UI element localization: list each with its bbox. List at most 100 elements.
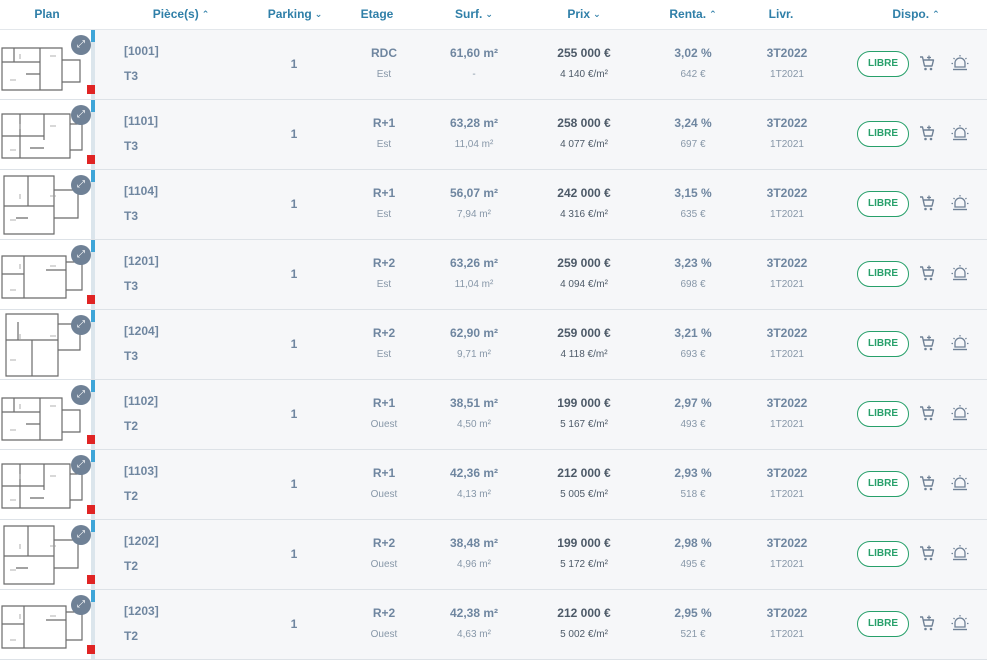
lot-prix-m2: 4 077 €/m² — [560, 139, 608, 150]
lot-parking: 1 — [290, 407, 298, 421]
cart-icon[interactable] — [917, 613, 937, 633]
expand-icon[interactable]: ⤢ — [71, 105, 91, 125]
expand-icon[interactable]: ⤢ — [71, 315, 91, 335]
cart-icon[interactable] — [917, 263, 937, 283]
floor-plan-thumbnail[interactable]: ⤢ — [0, 450, 95, 519]
cart-icon[interactable] — [917, 473, 937, 493]
header-surf-sort[interactable]: Surf. ⌄ — [450, 0, 498, 29]
lot-loyer: 697 € — [680, 139, 706, 150]
table-row[interactable]: ⤢ [1103] T2 1 R+1 Ouest 42,36 m² 4,13 m²… — [0, 450, 987, 520]
lot-reference[interactable]: [1202] — [124, 534, 159, 548]
header-renta-sort[interactable]: Renta. ⌃ — [664, 0, 722, 29]
alarm-icon[interactable] — [950, 613, 970, 633]
lot-surface-ext: 4,63 m² — [457, 629, 491, 640]
header-parking-sort[interactable]: Parking ⌄ — [262, 0, 328, 29]
cart-icon[interactable] — [917, 543, 937, 563]
table-row[interactable]: ⤢ [1104] T3 1 R+1 Est 56,07 m² 7,94 m² 2… — [0, 170, 987, 240]
lot-livraison-sub: 1T2021 — [770, 139, 804, 150]
lot-reference[interactable]: [1201] — [124, 254, 159, 268]
header-pieces-sort[interactable]: Pièce(s) ⌃ — [145, 0, 217, 29]
table-row[interactable]: ⤢ [1101] T3 1 R+1 Est 63,28 m² 11,04 m² … — [0, 100, 987, 170]
lot-orientation: Est — [376, 69, 392, 80]
floor-plan-thumbnail[interactable]: ⤢ — [0, 30, 95, 99]
chevron-down-icon: ⌄ — [593, 9, 601, 19]
table-row[interactable]: ⤢ [1203] T2 1 R+2 Ouest 42,38 m² 4,63 m²… — [0, 590, 987, 660]
table-row[interactable]: ⤢ [1001] T3 1 RDC Est 61,60 m² - 255 000… — [0, 30, 987, 100]
floor-plan-thumbnail[interactable]: ⤢ — [0, 100, 95, 169]
lot-reference[interactable]: [1103] — [124, 464, 159, 478]
lot-loyer: 521 € — [680, 629, 706, 640]
alarm-icon[interactable] — [950, 193, 970, 213]
expand-icon[interactable]: ⤢ — [71, 455, 91, 475]
floor-plan-drawing — [1, 255, 83, 299]
cart-icon[interactable] — [917, 403, 937, 423]
floor-plan-thumbnail[interactable]: ⤢ — [0, 170, 95, 239]
expand-icon[interactable]: ⤢ — [71, 385, 91, 405]
cart-icon[interactable] — [917, 123, 937, 143]
floor-plan-thumbnail[interactable]: ⤢ — [0, 590, 95, 659]
alarm-icon[interactable] — [950, 53, 970, 73]
alarm-icon[interactable] — [950, 403, 970, 423]
lot-surface: 42,38 m² — [449, 606, 499, 620]
header-dispo-sort[interactable]: Dispo. ⌃ — [887, 0, 945, 29]
expand-icon[interactable]: ⤢ — [71, 595, 91, 615]
status-badge[interactable]: LIBRE — [857, 261, 909, 287]
cart-icon[interactable] — [917, 333, 937, 353]
plan-accent-strip — [91, 170, 95, 239]
lot-prix: 255 000 € — [557, 46, 611, 60]
status-badge[interactable]: LIBRE — [857, 121, 909, 147]
floor-plan-drawing — [1, 463, 83, 509]
status-badge[interactable]: LIBRE — [857, 51, 909, 77]
plan-accent-strip — [91, 30, 95, 99]
alarm-icon[interactable] — [950, 473, 970, 493]
lot-reference[interactable]: [1204] — [124, 324, 159, 338]
alarm-icon[interactable] — [950, 333, 970, 353]
alarm-icon[interactable] — [950, 543, 970, 563]
cart-icon[interactable] — [917, 53, 937, 73]
lot-etage: R+2 — [372, 536, 396, 550]
table-row[interactable]: ⤢ [1202] T2 1 R+2 Ouest 38,48 m² 4,96 m²… — [0, 520, 987, 590]
lot-parking: 1 — [290, 617, 298, 631]
floor-plan-thumbnail[interactable]: ⤢ — [0, 520, 95, 589]
status-badge[interactable]: LIBRE — [857, 541, 909, 567]
expand-icon[interactable]: ⤢ — [71, 525, 91, 545]
table-row[interactable]: ⤢ [1201] T3 1 R+2 Est 63,26 m² 11,04 m² … — [0, 240, 987, 310]
status-badge[interactable]: LIBRE — [857, 471, 909, 497]
lot-etage: R+2 — [372, 256, 396, 270]
alarm-icon[interactable] — [950, 123, 970, 143]
lot-reference[interactable]: [1102] — [124, 394, 159, 408]
floor-plan-drawing — [5, 313, 81, 377]
lot-prix: 212 000 € — [557, 466, 611, 480]
lot-livraison: 3T2022 — [766, 606, 808, 620]
header-livr: Livr. — [768, 7, 794, 21]
header-prix-sort[interactable]: Prix ⌄ — [562, 0, 606, 29]
cart-icon[interactable] — [917, 193, 937, 213]
lot-parking: 1 — [290, 127, 298, 141]
expand-icon[interactable]: ⤢ — [71, 245, 91, 265]
lot-reference[interactable]: [1203] — [124, 604, 159, 618]
lot-reference[interactable]: [1104] — [124, 184, 159, 198]
plan-red-marker — [87, 645, 95, 654]
status-badge[interactable]: LIBRE — [857, 401, 909, 427]
alarm-icon[interactable] — [950, 263, 970, 283]
lot-parking: 1 — [290, 337, 298, 351]
lots-table-body: ⤢ [1001] T3 1 RDC Est 61,60 m² - 255 000… — [0, 30, 987, 660]
expand-icon[interactable]: ⤢ — [71, 35, 91, 55]
lot-livraison: 3T2022 — [766, 256, 808, 270]
floor-plan-thumbnail[interactable]: ⤢ — [0, 380, 95, 449]
expand-icon[interactable]: ⤢ — [71, 175, 91, 195]
table-row[interactable]: ⤢ [1204] T3 1 R+2 Est 62,90 m² 9,71 m² 2… — [0, 310, 987, 380]
lot-prix: 258 000 € — [557, 116, 611, 130]
lot-reference[interactable]: [1001] — [124, 44, 159, 58]
floor-plan-thumbnail[interactable]: ⤢ — [0, 240, 95, 309]
lot-loyer: 693 € — [680, 349, 706, 360]
lot-livraison-sub: 1T2021 — [770, 629, 804, 640]
lot-surface-ext: 11,04 m² — [454, 279, 494, 290]
status-badge[interactable]: LIBRE — [857, 611, 909, 637]
status-badge[interactable]: LIBRE — [857, 331, 909, 357]
lot-reference[interactable]: [1101] — [124, 114, 159, 128]
lot-prix-m2: 4 140 €/m² — [560, 69, 608, 80]
status-badge[interactable]: LIBRE — [857, 191, 909, 217]
floor-plan-thumbnail[interactable]: ⤢ — [0, 310, 95, 379]
table-row[interactable]: ⤢ [1102] T2 1 R+1 Ouest 38,51 m² 4,50 m²… — [0, 380, 987, 450]
